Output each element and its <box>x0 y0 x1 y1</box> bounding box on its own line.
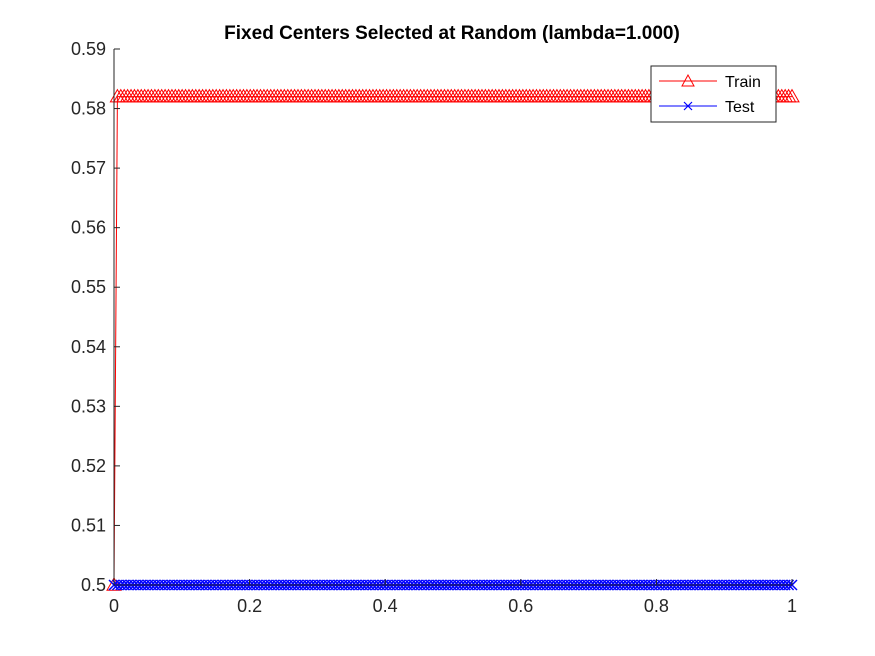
legend-marker <box>681 73 695 87</box>
y-tick-label: 0.51 <box>71 515 106 535</box>
y-tick-label: 0.58 <box>71 99 106 119</box>
series-train <box>106 88 800 591</box>
legend-item-train: Train <box>659 73 761 91</box>
series-line <box>113 96 792 586</box>
x-tick-label: 0.4 <box>373 596 398 616</box>
data-point <box>784 88 800 103</box>
legend-box <box>650 65 777 123</box>
y-tick-label: 0.52 <box>71 456 106 476</box>
x-tick-label: 0.2 <box>237 596 262 616</box>
legend-marker <box>683 101 693 111</box>
plot-series <box>106 88 800 591</box>
legend-item-test: Test <box>659 99 755 116</box>
legend: Train Test <box>650 65 777 123</box>
y-tick-label: 0.5 <box>81 575 106 595</box>
axes: 0.5 0.51 0.52 0.53 0.54 0.55 0.56 0.57 0.58 0.59 0… <box>71 39 797 616</box>
y-tick-label: 0.54 <box>71 337 106 357</box>
y-tick-label: 0.59 <box>71 39 106 59</box>
chart-title: Fixed Centers Selected at Random (lambda… <box>224 23 680 44</box>
y-tick-label: 0.55 <box>71 277 106 297</box>
y-tick-label: 0.53 <box>71 396 106 416</box>
legend-label: Test <box>725 99 755 116</box>
y-tick-label: 0.56 <box>71 218 106 238</box>
x-tick-label: 0.8 <box>644 596 669 616</box>
legend-label: Train <box>725 74 761 91</box>
y-tick-label: 0.57 <box>71 158 106 178</box>
x-tick-label: 0 <box>109 596 119 616</box>
x-tick-label: 1 <box>787 596 797 616</box>
x-tick-label: 0.6 <box>508 596 533 616</box>
